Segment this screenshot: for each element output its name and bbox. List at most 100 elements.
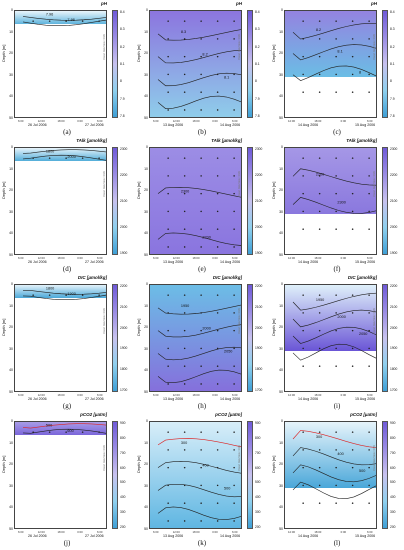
sample-point bbox=[167, 55, 169, 58]
sample-point bbox=[351, 365, 354, 367]
sample-point bbox=[318, 210, 321, 213]
x-time-label: 18:00 bbox=[192, 530, 200, 534]
x-date-label: 14 Aug 2006 bbox=[298, 534, 319, 538]
sample-point bbox=[302, 73, 304, 76]
sample-point bbox=[318, 484, 321, 487]
x-date-label: 27 Jul 2006 bbox=[85, 397, 104, 401]
sample-point bbox=[302, 502, 304, 504]
colorbar-tick-labels: 8.4 8.3 8.2 8.1 8 7.9 7.8 bbox=[120, 10, 134, 118]
contour-line bbox=[157, 438, 241, 448]
sample-point bbox=[200, 157, 202, 159]
y-tick-label: 0 bbox=[146, 419, 148, 423]
y-tick-label: 40 bbox=[9, 368, 13, 373]
colorbar-tick-labels: 2200 2100 2000 1900 1800 1700 bbox=[120, 284, 134, 392]
sample-point bbox=[216, 228, 219, 230]
x-time-label: 0:00 bbox=[340, 393, 347, 397]
contour-label: 2050 bbox=[224, 349, 232, 353]
colorbar-tick-label: 500 bbox=[255, 480, 261, 485]
colorbar-tick-label: 1700 bbox=[390, 388, 398, 392]
contour-line bbox=[157, 346, 241, 361]
colorbar-tick-label: 8.4 bbox=[120, 10, 125, 14]
y-tick-label: 40 bbox=[144, 505, 148, 510]
panel-title: pH bbox=[236, 1, 242, 6]
sample-point bbox=[351, 157, 354, 159]
y-tick-label: 0 bbox=[11, 419, 13, 423]
y-tick-labels: 0 10 20 30 40 50 bbox=[275, 145, 283, 257]
credit-text: Ocean Data View / DIVA bbox=[103, 308, 106, 334]
credit-text: Ocean Data View / DIVA bbox=[238, 171, 241, 197]
sample-point bbox=[167, 91, 169, 93]
panel-letter: (b) bbox=[197, 128, 207, 136]
y-tick-label: 40 bbox=[279, 231, 283, 236]
x-time-label: 6:00 bbox=[18, 393, 24, 397]
contour-layer: 1950200020502100 bbox=[292, 292, 376, 367]
y-tick-label: 20 bbox=[9, 325, 13, 330]
section-plot: 2200 2300 bbox=[284, 147, 377, 255]
y-tick-label: 50 bbox=[279, 253, 283, 257]
sample-point bbox=[200, 520, 202, 522]
sample-point bbox=[351, 91, 354, 93]
sample-point bbox=[183, 157, 186, 159]
sample-point bbox=[368, 365, 370, 367]
sample-point bbox=[368, 347, 370, 350]
y-tick-label: 10 bbox=[144, 303, 148, 308]
sample-point bbox=[335, 210, 337, 213]
sample-point bbox=[32, 20, 34, 22]
panel-letter: (k) bbox=[197, 539, 207, 547]
y-tick-labels: 0 10 20 30 40 50 bbox=[275, 8, 283, 120]
contour-line bbox=[292, 197, 376, 214]
sample-point bbox=[98, 157, 100, 159]
colorbar-tick-labels: 8.4 8.3 8.2 8.1 8 7.9 7.8 bbox=[390, 10, 404, 118]
sample-point bbox=[302, 228, 304, 230]
x-time-label: 12:00 bbox=[37, 119, 45, 123]
x-time-label: 0:00 bbox=[77, 119, 83, 123]
sample-point bbox=[183, 73, 186, 76]
panel-letter: (c) bbox=[333, 128, 341, 136]
sample-point bbox=[167, 294, 169, 296]
colorbar-tick-label: 400 bbox=[255, 495, 261, 500]
x-date-label: 15 Aug 2006 bbox=[355, 123, 376, 127]
colorbar-tick-label: 2000 bbox=[255, 225, 263, 229]
x-date-label: 13 Aug 2006 bbox=[163, 123, 184, 127]
x-time-label: 12:00 bbox=[288, 119, 295, 123]
colorbar-tick-label: 400 bbox=[390, 495, 396, 500]
x-date-label: 27 Jul 2006 bbox=[85, 123, 104, 127]
sample-point bbox=[233, 329, 235, 332]
sample-point bbox=[81, 20, 84, 22]
sample-point bbox=[98, 20, 100, 22]
colorbar-tick-label: 1900 bbox=[120, 346, 128, 351]
colorbar-tick-label: 2100 bbox=[255, 304, 263, 309]
y-tick-label: 50 bbox=[144, 253, 148, 257]
sample-point bbox=[200, 294, 202, 296]
colorbar-tick-label: 7.9 bbox=[120, 96, 125, 101]
section-fill bbox=[285, 11, 376, 77]
sample-point bbox=[335, 55, 337, 58]
sample-point bbox=[368, 192, 370, 195]
section-fill bbox=[15, 285, 106, 298]
colorbar-tick-label: 1800 bbox=[255, 367, 263, 372]
colorbar-tick-label: 2000 bbox=[390, 325, 398, 330]
contour-label: 500 bbox=[224, 486, 230, 490]
y-tick-label: 10 bbox=[9, 303, 13, 308]
sample-point bbox=[48, 431, 51, 433]
credit-text: Ocean Data View / DIVA bbox=[373, 171, 376, 197]
y-tick-label: 30 bbox=[144, 483, 148, 488]
y-tick-label: 50 bbox=[9, 390, 13, 394]
colorbar-tick-label: 1900 bbox=[255, 346, 263, 351]
x-time-label: 18:00 bbox=[57, 119, 65, 123]
sample-point bbox=[318, 38, 321, 40]
sample-point bbox=[167, 365, 169, 367]
colorbar-tick-labels: 900 800 700 600 500 400 300 200 bbox=[390, 421, 404, 529]
x-date-label: 15 Aug 2006 bbox=[355, 534, 376, 538]
section-plot: 300400500600 bbox=[284, 421, 377, 529]
contour-line bbox=[22, 154, 106, 161]
y-tick-labels: 0 10 20 30 40 50 bbox=[5, 8, 13, 120]
sample-point bbox=[351, 502, 354, 504]
colorbar-tick-label: 2100 bbox=[120, 199, 128, 203]
sample-point bbox=[167, 520, 169, 522]
section-plot: 8.2 8.1 8 bbox=[284, 10, 377, 118]
sample-point bbox=[233, 55, 235, 58]
sample-point bbox=[302, 329, 304, 332]
y-tick-label: 30 bbox=[9, 483, 13, 488]
sample-point bbox=[318, 20, 321, 22]
